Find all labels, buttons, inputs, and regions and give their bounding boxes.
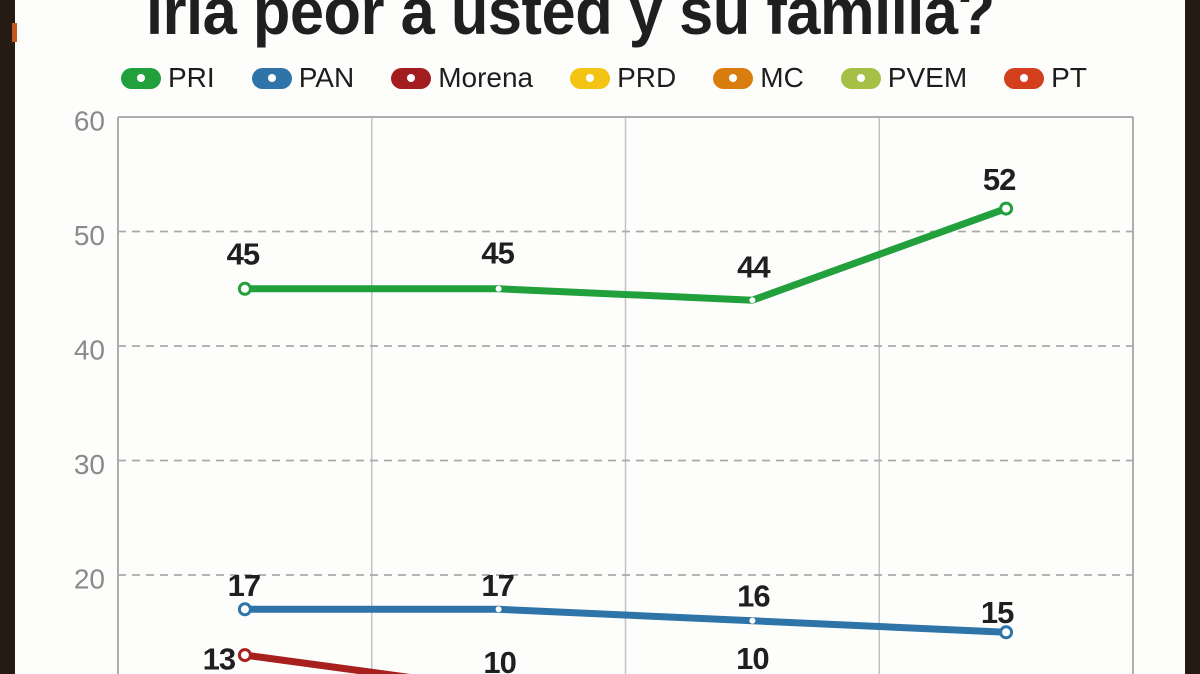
data-point-mid bbox=[495, 606, 502, 613]
legend-item-pan: PAN bbox=[251, 62, 355, 93]
legend-swatch-icon bbox=[251, 67, 292, 89]
legend-swatch-dot-icon bbox=[586, 74, 595, 82]
legend-swatch-dot-icon bbox=[1020, 74, 1029, 82]
left-frame-bar bbox=[0, 0, 15, 674]
value-label: 17 bbox=[481, 568, 513, 603]
value-label: 15 bbox=[981, 595, 1014, 630]
legend-swatch-icon bbox=[840, 67, 881, 89]
legend-swatch-dot-icon bbox=[856, 74, 865, 82]
chart-title: iría peor a usted y su familia? bbox=[146, 0, 995, 48]
data-point-end bbox=[999, 625, 1014, 640]
accent-mark bbox=[12, 23, 17, 42]
value-label: 13 bbox=[203, 642, 236, 674]
data-point-mid bbox=[495, 285, 502, 292]
series-line-morena bbox=[244, 651, 411, 674]
legend-swatch-icon bbox=[1004, 67, 1045, 89]
value-label: 17 bbox=[228, 568, 260, 603]
y-tick-label: 30 bbox=[74, 449, 105, 480]
value-label: 52 bbox=[983, 162, 1015, 197]
legend-swatch-icon bbox=[570, 67, 611, 89]
legend-label: PRI bbox=[168, 62, 215, 93]
y-tick-label: 60 bbox=[74, 106, 105, 137]
y-tick-label: 20 bbox=[74, 564, 105, 595]
legend-swatch-dot-icon bbox=[267, 74, 276, 82]
legend-label: PVEM bbox=[887, 62, 968, 93]
data-point-end bbox=[237, 602, 252, 617]
value-label: 44 bbox=[737, 250, 771, 285]
legend-swatch-icon bbox=[121, 67, 161, 89]
legend-item-morena: Morena bbox=[391, 64, 533, 92]
data-point-end bbox=[237, 281, 252, 296]
value-label: 10 bbox=[736, 641, 768, 674]
series-line-pri bbox=[244, 205, 1008, 304]
y-tick-label: 40 bbox=[74, 335, 105, 366]
value-label: 16 bbox=[737, 578, 770, 613]
legend-swatch-icon bbox=[391, 67, 432, 89]
legend-label: PRD bbox=[617, 62, 677, 93]
legend-item-pvem: PVEM bbox=[840, 62, 968, 93]
legend-swatch-dot-icon bbox=[407, 74, 416, 82]
y-tick-label: 50 bbox=[74, 220, 105, 251]
legend-item-pri: PRI bbox=[121, 64, 215, 92]
series-line-pan bbox=[244, 605, 1007, 636]
legend: PRI PAN Morena PRD MC PVEM PT bbox=[121, 64, 1087, 92]
legend-label: Morena bbox=[438, 62, 534, 93]
value-label: 45 bbox=[227, 236, 260, 271]
legend-item-prd: PRD bbox=[570, 64, 676, 92]
legend-swatch-dot-icon bbox=[137, 74, 145, 82]
legend-swatch-icon bbox=[713, 67, 754, 89]
legend-swatch-dot-icon bbox=[729, 74, 738, 82]
legend-label: PT bbox=[1051, 62, 1087, 93]
legend-item-mc: MC bbox=[713, 64, 804, 92]
right-frame-bar bbox=[1185, 0, 1200, 674]
value-label: 45 bbox=[481, 235, 514, 270]
legend-label: MC bbox=[760, 62, 804, 93]
legend-item-pt: PT bbox=[1004, 64, 1087, 92]
data-point-end bbox=[237, 648, 252, 663]
data-point-end bbox=[999, 201, 1014, 216]
value-label: 10 bbox=[483, 645, 515, 674]
data-point-mid bbox=[749, 617, 756, 624]
legend-label: PAN bbox=[298, 62, 355, 93]
data-point-mid bbox=[749, 297, 756, 304]
